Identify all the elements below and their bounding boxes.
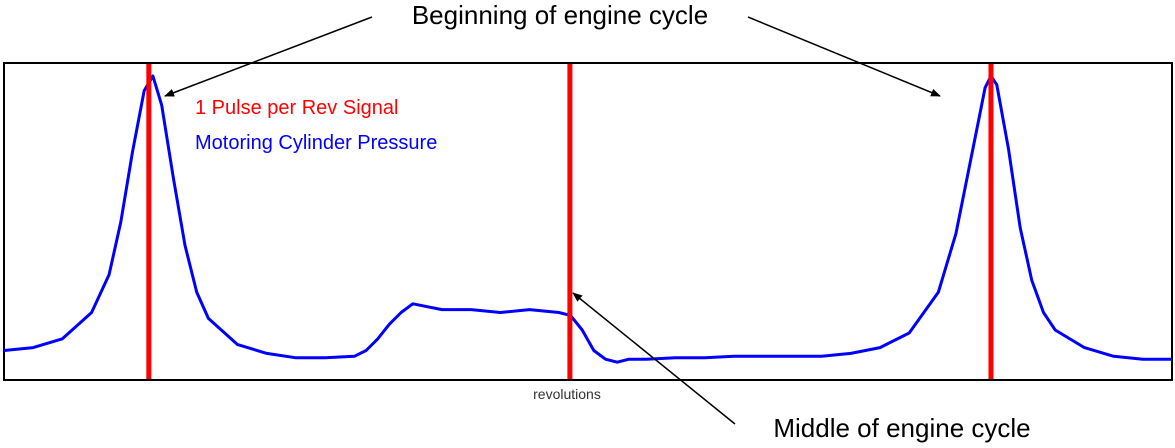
series-layer <box>3 64 1172 379</box>
legend-label-pressure: Motoring Cylinder Pressure <box>195 132 437 154</box>
arrow-to-left-peak <box>164 16 373 97</box>
x-axis-label: revolutions <box>533 386 601 402</box>
annotation-middle-of-engine-cycle: Middle of engine cycle <box>773 413 1030 443</box>
legend-label-pulse: 1 Pulse per Rev Signal <box>195 97 398 119</box>
annotation-beginning-of-engine-cycle: Beginning of engine cycle <box>412 0 708 30</box>
plot-frame <box>3 62 1173 381</box>
arrow-to-middle-pulse <box>572 292 736 425</box>
arrow-to-right-peak <box>747 16 941 97</box>
